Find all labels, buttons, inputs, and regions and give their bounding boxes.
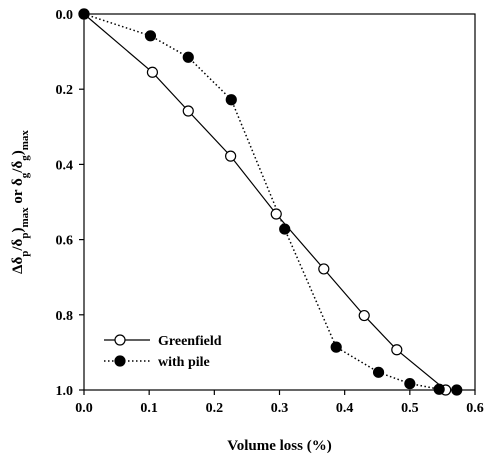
with-pile-point [225,94,237,106]
series-line-0 [83,13,447,391]
x-tick-label: 0.3 [271,401,289,416]
greenfield-point [318,263,330,275]
series-lines [83,13,457,391]
greenfield-point [146,66,159,78]
y-tick-label: 0.4 [56,158,74,173]
with-pile-point [182,51,194,63]
legend-label-0: Greenfield [158,334,222,349]
y-tick-label: 0.6 [56,234,74,249]
x-tick-label: 0.4 [336,401,354,416]
greenfield-point [358,309,370,322]
greenfield-point [391,344,403,356]
y-tick-label: 0.0 [56,8,74,23]
with-pile-point [78,8,90,20]
legend-label-1: with pile [158,355,210,370]
x-tick-label: 0.6 [466,401,484,416]
legend-marker-0 [114,334,126,346]
x-tick-label: 0.0 [75,401,93,416]
y-tick-label: 0.8 [56,309,74,324]
y-axis-label: Δδp/δp)max or δg/δg)max [10,130,31,274]
greenfield-point [270,208,282,220]
series-line-1 [83,13,457,391]
x-axis-label: Volume loss (%) [227,438,331,454]
series-markers [78,8,463,396]
with-pile-point [144,30,157,42]
with-pile-point [330,341,342,353]
legend: Greenfield with pile [104,334,222,370]
axis-ticks: 0.0 0.1 0.2 0.3 0.4 0.5 0.6 0.0 0.2 0.4 0.6 0.8 1.0 [56,8,484,416]
y-tick-label: 0.2 [56,83,74,98]
with-pile-point [372,366,385,378]
with-pile-point [279,223,291,235]
with-pile-point [404,378,416,390]
with-pile-point [451,384,463,396]
y-tick-label: 1.0 [56,384,74,399]
greenfield-point [225,150,237,162]
x-tick-label: 0.2 [206,401,224,416]
greenfield-point [182,105,194,117]
x-tick-label: 0.1 [140,401,158,416]
plot-frame [83,13,476,391]
legend-marker-1 [114,355,126,367]
x-tick-label: 0.5 [401,401,419,416]
with-pile-point [433,383,445,395]
